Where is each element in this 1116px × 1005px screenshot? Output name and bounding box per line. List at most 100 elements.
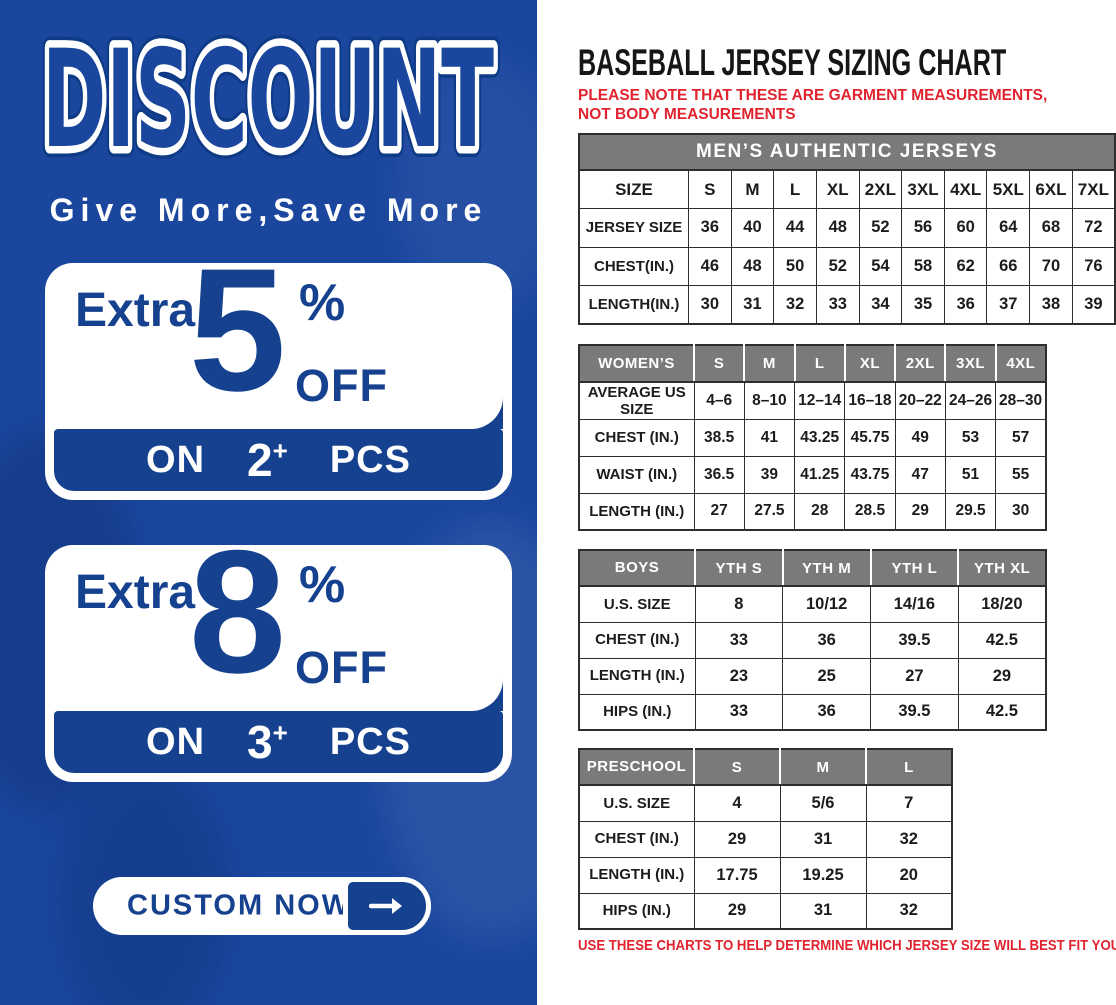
table-row: WAIST (IN.) 36.5 39 41.25 43.75 47 51 55 [578, 455, 1047, 494]
table-cell: 37 [986, 285, 1031, 325]
table-cell: 4–6 [693, 381, 745, 420]
boys-sizing-table: BOYS YTH S YTH M YTH L YTH XL U.S. SIZE 8 10/12… [578, 549, 1047, 731]
column-header: BOYS [578, 549, 696, 587]
sizing-chart-panel: BASEBALL JERSEY SIZING CHART PLEASE NOTE… [537, 0, 1116, 1005]
table-cell: 52 [858, 208, 903, 248]
offer-percent-sign: % [299, 274, 346, 332]
header-row: BOYS YTH S YTH M YTH L YTH XL [578, 549, 1047, 587]
table-cell: 44 [773, 208, 817, 248]
table-cell: 27.5 [743, 492, 796, 531]
table-cell: 32 [865, 820, 953, 858]
column-header: M [743, 344, 796, 383]
table-row: AVERAGE US SIZE 4–6 8–10 12–14 16–18 20–22 24–… [578, 381, 1047, 420]
offer-card-5-percent: Extra 5 % OFF ON 2+ PCS [45, 243, 512, 500]
column-header: S [688, 169, 732, 209]
table-row: HIPS (IN.) 29 31 32 [578, 892, 953, 930]
column-header: S [692, 344, 746, 383]
custom-now-button[interactable]: CUSTOM NOW [93, 877, 431, 935]
table-cell: 62 [943, 246, 988, 286]
offer-card-8-percent: Extra 8 % OFF ON 3+ PCS [45, 525, 512, 782]
mens-sizing-table: MEN’S AUTHENTIC JERSEYS SIZE S M L XL 2XL 3XL 4X… [578, 133, 1116, 325]
offer-on-label: ON [146, 720, 206, 763]
table-cell: 35 [901, 285, 945, 325]
table-cell: 8 [694, 585, 784, 623]
table-cell: 31 [730, 285, 775, 325]
sizing-chart-title: BASEBALL JERSEY SIZING CHART [578, 42, 1007, 83]
offer-condition-band: ON 3+ PCS [54, 711, 503, 773]
table-row: CHEST (IN.) 33 36 39.5 42.5 [578, 621, 1047, 659]
table-cell: 72 [1071, 208, 1116, 248]
table-row: CHEST (IN.) 38.5 41 43.25 45.75 49 53 57 [578, 418, 1047, 457]
offer-number: 8 [188, 515, 287, 710]
table-cell: 29 [693, 820, 781, 858]
table-cell: 39.5 [870, 621, 959, 659]
table-cell: 41.25 [794, 455, 846, 494]
custom-now-label: CUSTOM NOW [127, 889, 352, 922]
table-cell: 33 [694, 621, 784, 659]
row-label: LENGTH (IN.) [578, 492, 695, 531]
table-cell: 70 [1029, 246, 1073, 286]
column-header: 2XL [894, 344, 947, 383]
column-header: 3XL [901, 169, 945, 209]
table-row: LENGTH (IN.) 23 25 27 29 [578, 657, 1047, 695]
table-cell: 7 [865, 784, 953, 822]
table-cell: 48 [815, 208, 860, 248]
table-cell: 23 [694, 657, 784, 695]
table-row: LENGTH (IN.) 27 27.5 28 28.5 29 29.5 30 [578, 492, 1047, 531]
table-cell: 39 [743, 455, 796, 494]
offer-on-label: ON [146, 438, 206, 481]
table-cell: 42.5 [957, 693, 1047, 731]
table-row: U.S. SIZE 4 5/6 7 [578, 784, 953, 822]
table-cell: 29 [894, 492, 946, 531]
table-cell: 58 [901, 246, 945, 286]
column-header: YTH M [781, 549, 872, 587]
offer-quantity: 2+ [247, 434, 288, 486]
table-cell: 38.5 [693, 418, 745, 457]
table-cell: 36 [688, 208, 732, 248]
column-header: M [779, 748, 867, 786]
table-cell: 30 [995, 492, 1047, 531]
offer-band-corner [449, 395, 503, 429]
table-cell: 40 [730, 208, 775, 248]
row-label: LENGTH (IN.) [578, 856, 695, 894]
table-cell: 32 [865, 892, 953, 930]
column-header: PRESCHOOL [578, 748, 695, 786]
table-cell: 19.25 [779, 856, 867, 894]
table-cell: 47 [894, 455, 946, 494]
table-cell: 50 [773, 246, 817, 286]
column-header: L [865, 748, 953, 786]
table-row: CHEST(IN.) 46 48 50 52 54 58 62 66 70 76 [578, 246, 1116, 286]
column-header: SIZE [578, 169, 689, 209]
svg-text:DISCOUNT: DISCOUNT [42, 28, 494, 178]
table-cell: 28.5 [844, 492, 896, 531]
discount-title: DISCOUNT DISCOUNT [31, 28, 505, 188]
column-header: XL [815, 169, 860, 209]
table-cell: 66 [986, 246, 1031, 286]
header-row: WOMEN’S S M L XL 2XL 3XL 4XL [578, 344, 1048, 383]
womens-sizing-table: WOMEN’S S M L XL 2XL 3XL 4XL AVERAGE US SIZE 4–6 8… [578, 344, 1048, 531]
table-cell: 27 [693, 492, 745, 531]
row-label: JERSEY SIZE [578, 208, 689, 248]
table-cell: 29.5 [944, 492, 997, 531]
promo-subtitle: Give More,Save More [49, 192, 488, 228]
table-cell: 32 [773, 285, 817, 325]
table-cell: 29 [957, 657, 1047, 695]
row-label: CHEST(IN.) [578, 246, 689, 286]
row-label: HIPS (IN.) [578, 892, 695, 930]
offer-quantity: 3+ [247, 716, 288, 768]
column-header: 4XL [943, 169, 988, 209]
table-cell: 31 [779, 892, 867, 930]
column-header: 6XL [1029, 169, 1073, 209]
column-header: YTH L [869, 549, 960, 587]
row-label: AVERAGE US SIZE [578, 381, 695, 420]
table-cell: 52 [815, 246, 860, 286]
row-label: WAIST (IN.) [578, 455, 695, 494]
column-header: L [793, 344, 846, 383]
column-header: M [730, 169, 775, 209]
table-row: LENGTH (IN.) 17.75 19.25 20 [578, 856, 953, 894]
table-cell: 16–18 [844, 381, 896, 420]
table-row: JERSEY SIZE 36 40 44 48 52 56 60 64 68 72 [578, 208, 1116, 248]
table-cell: 14/16 [870, 585, 959, 623]
table-cell: 56 [901, 208, 945, 248]
plus-sign: + [272, 435, 288, 466]
